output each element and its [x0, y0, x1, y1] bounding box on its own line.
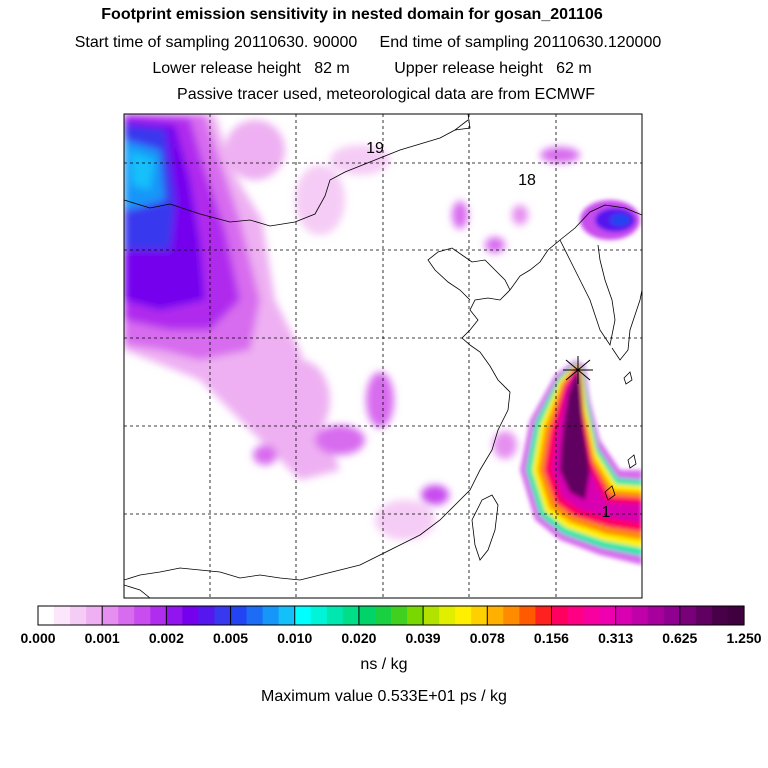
colorbar-tick-label: 0.005 [213, 630, 249, 646]
colorbar-cell [407, 606, 424, 625]
day-label-19: 19 [366, 140, 384, 157]
star-icon [563, 356, 593, 384]
colorbar-cell [679, 606, 697, 625]
colorbar-tick-label: 0.000 [20, 630, 56, 646]
colorbar-cell [631, 606, 649, 625]
end-time: End time of sampling 20110630.120000 [379, 34, 662, 51]
colorbar-tick-label: 0.001 [84, 630, 120, 646]
colorbar-tick-label: 0.625 [662, 630, 698, 646]
colorbar-cell [535, 606, 553, 625]
colorbar-cell [38, 606, 55, 625]
colorbar-cell [471, 606, 488, 625]
colorbar-cell [615, 606, 633, 625]
plot-title: Footprint emission sensitivity in nested… [101, 6, 603, 23]
colorbar-cell [663, 606, 681, 625]
colorbar-cell [551, 606, 569, 625]
colorbar-cell [118, 606, 135, 625]
sensitivity-field-west [124, 114, 580, 540]
colorbar [37, 605, 745, 626]
colorbar-cell [519, 606, 537, 625]
colorbar-units: ns / kg [0, 656, 768, 674]
coastlines [124, 114, 642, 598]
colorbar-cell [134, 606, 151, 625]
sampling-times: Start time of sampling 20110630. 90000 E… [0, 34, 752, 52]
day-label-18: 18 [518, 172, 536, 189]
colorbar-cell [150, 606, 167, 625]
colorbar-tick-label: 1.250 [726, 630, 762, 646]
colorbar-cell [310, 606, 328, 625]
colorbar-cell [182, 606, 200, 625]
tracer-info: Passive tracer used, meteorological data… [177, 86, 595, 103]
colorbar-cell [599, 606, 617, 625]
units-label: ns / kg [360, 656, 408, 673]
colorbar-cell [711, 606, 729, 625]
day-label-1: 1 [602, 504, 611, 521]
colorbar-tick-label: 0.002 [148, 630, 184, 646]
colorbar-cell [54, 606, 71, 625]
colorbar-cell [567, 606, 585, 625]
colorbar-cell [214, 606, 232, 625]
colorbar-cell [647, 606, 665, 625]
map-frame [123, 113, 643, 599]
colorbar-cell [262, 606, 280, 625]
lower-release-height: Lower release height 82 m [152, 60, 350, 77]
colorbar-tick-label: 0.020 [341, 630, 377, 646]
colorbar-tick-label: 0.039 [405, 630, 441, 646]
colorbar-cell [695, 606, 713, 625]
colorbar-cell [246, 606, 264, 625]
colorbar-cell [455, 606, 472, 625]
colorbar-cell [326, 606, 344, 625]
graticule [124, 114, 642, 598]
colorbar-cell [198, 606, 216, 625]
colorbar-cell [503, 606, 520, 625]
colorbar-cell [487, 606, 504, 625]
colorbar-cell [727, 606, 745, 625]
colorbar-cell [70, 606, 87, 625]
colorbar-cell [278, 606, 296, 625]
colorbar-cell [423, 606, 440, 625]
colorbar-cell [342, 606, 360, 625]
colorbar-tick-label: 0.078 [469, 630, 505, 646]
colorbar-cell [358, 606, 376, 625]
colorbar-cell [86, 606, 103, 625]
colorbar-tick-label: 0.313 [598, 630, 634, 646]
colorbar-tick-label: 0.010 [277, 630, 313, 646]
colorbar-cell [294, 606, 312, 625]
upper-release-height: Upper release height 62 m [394, 60, 592, 77]
start-time: Start time of sampling 20110630. 90000 [74, 34, 358, 51]
colorbar-cell [102, 606, 119, 625]
release-heights: Lower release height 82 m Upper release … [0, 60, 756, 78]
colorbar-cell [583, 606, 601, 625]
colorbar-cell [374, 606, 392, 625]
maximum-value: Maximum value 0.533E+01 ps / kg [261, 688, 507, 705]
colorbar-cell [391, 606, 408, 625]
colorbar-frame [37, 605, 745, 626]
colorbar-cell [439, 606, 456, 625]
colorbar-cell [166, 606, 184, 625]
colorbar-tick-label: 0.156 [533, 630, 569, 646]
colorbar-cell [230, 606, 248, 625]
